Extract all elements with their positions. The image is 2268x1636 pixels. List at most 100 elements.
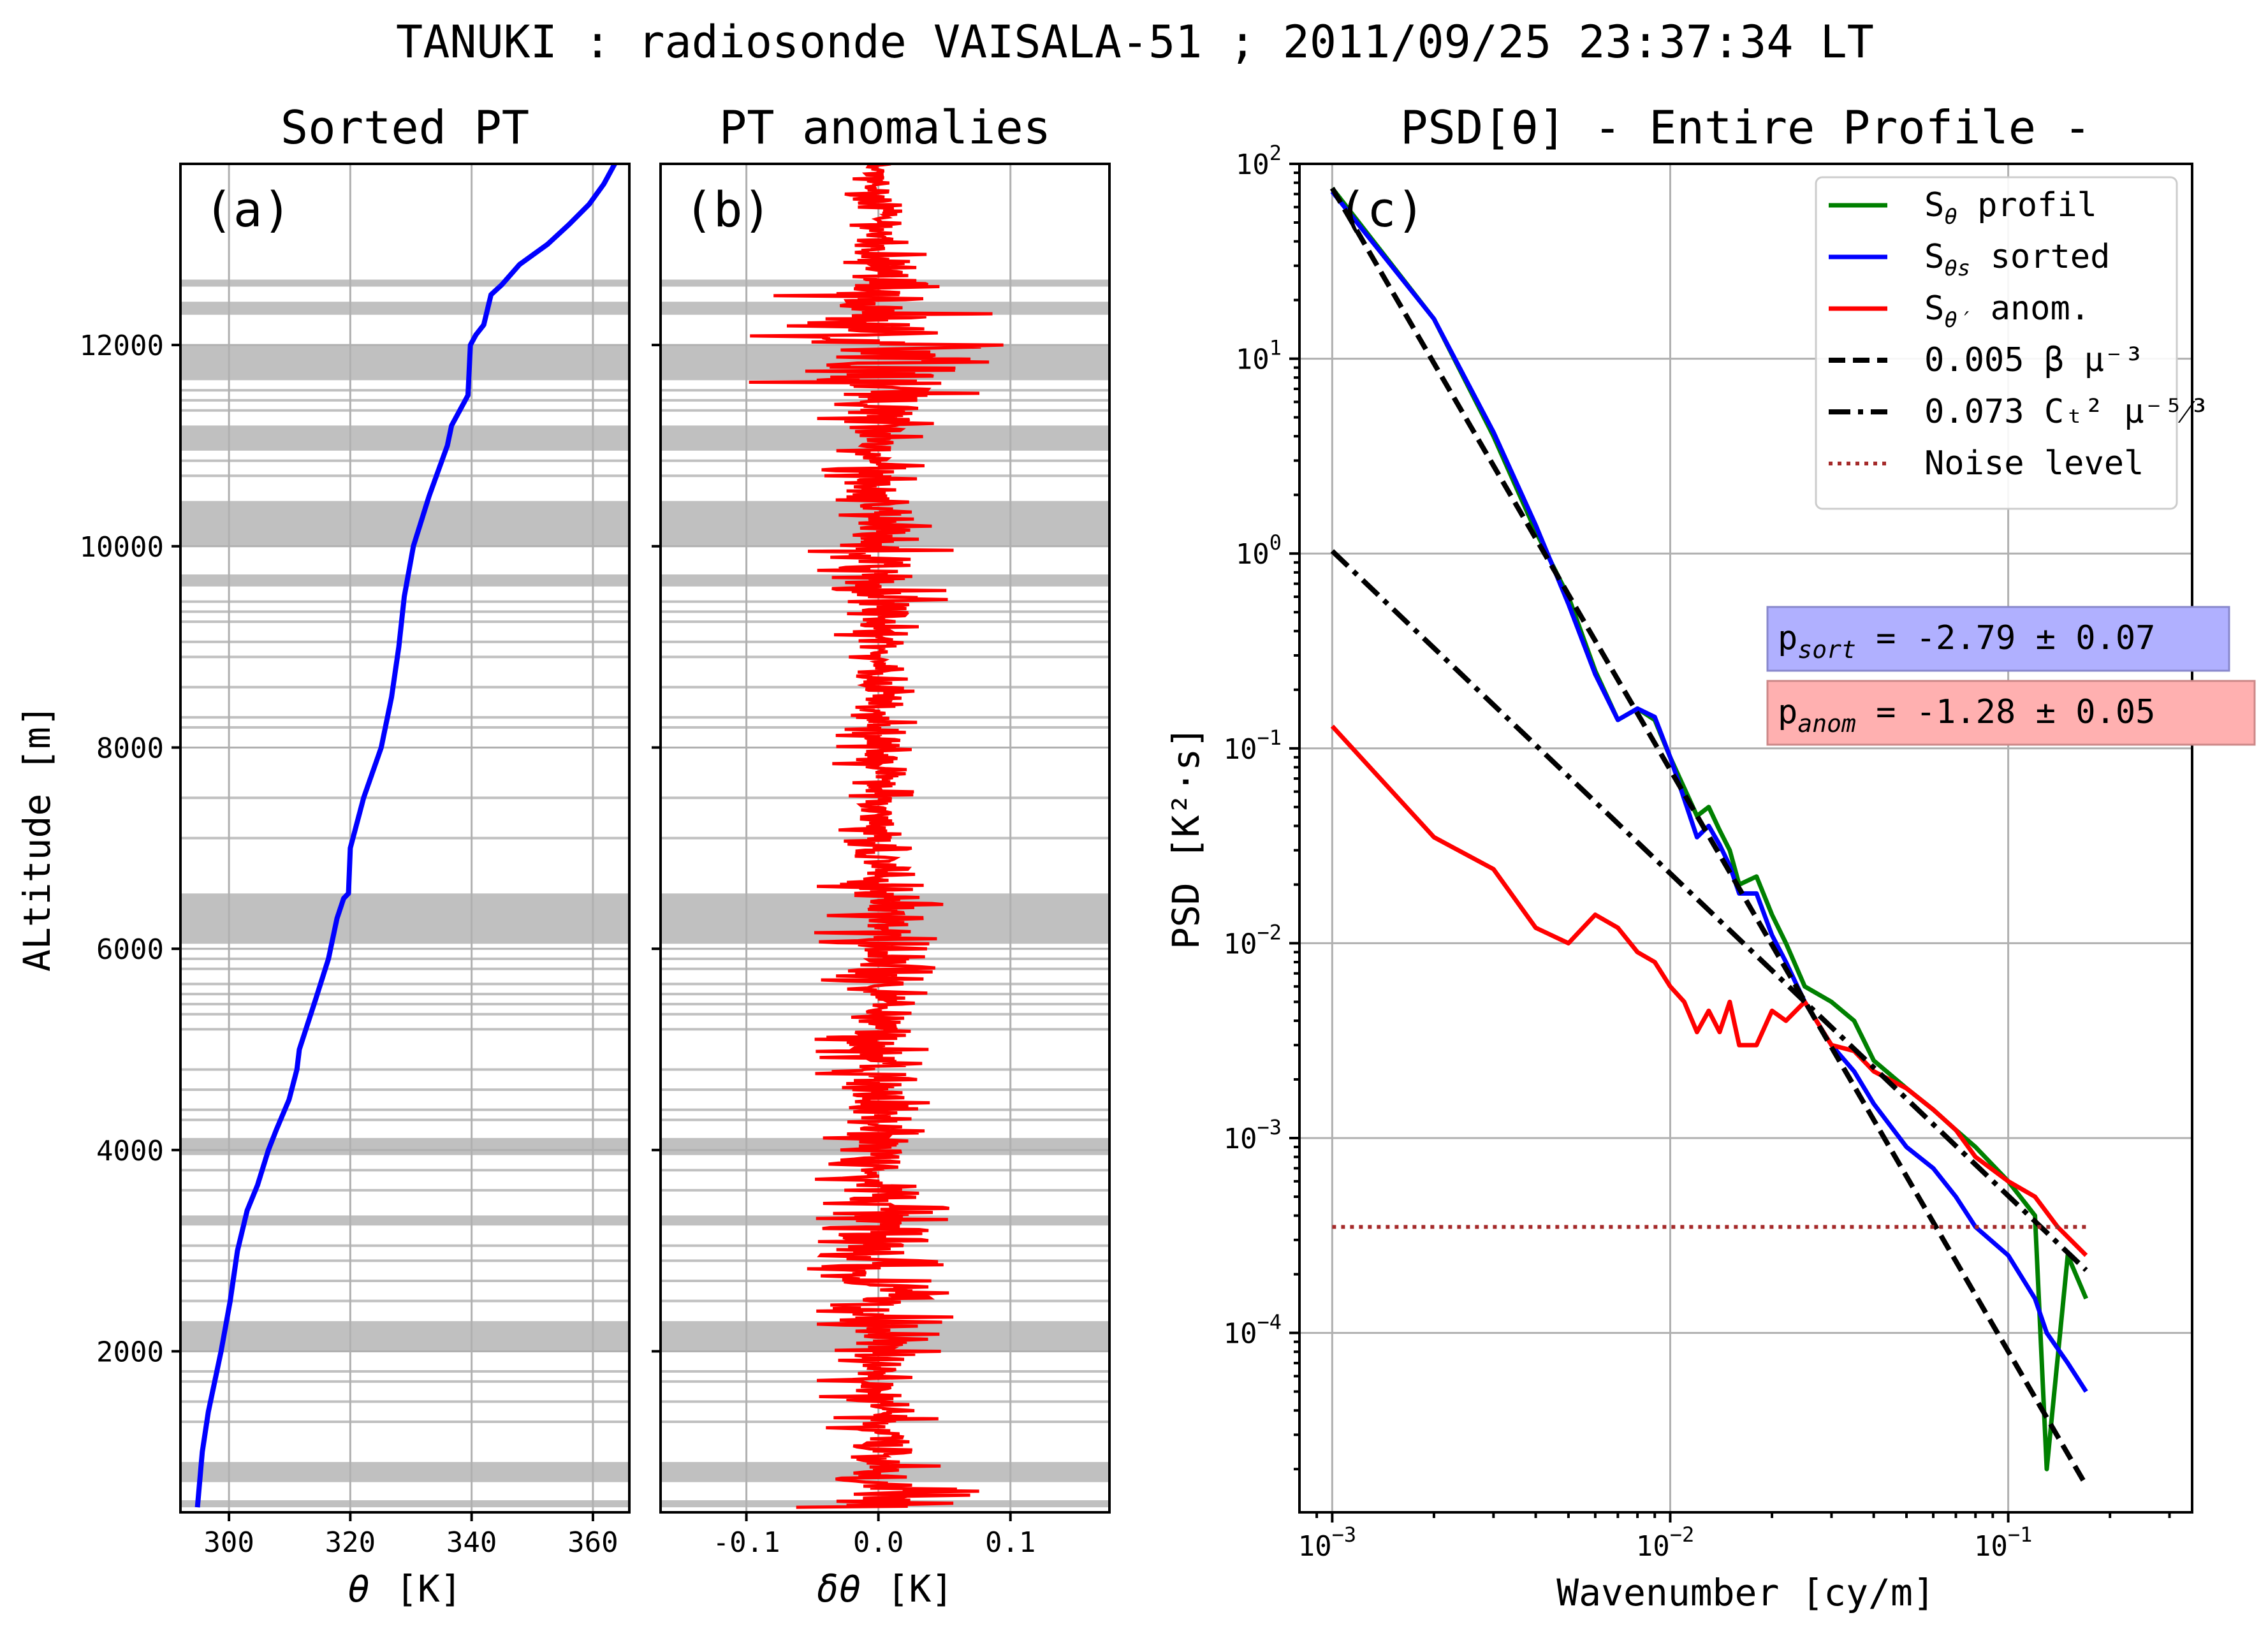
slope-p: p — [1778, 619, 1797, 657]
shaded-layer — [180, 1500, 629, 1508]
legend-sub: θ — [1944, 204, 1957, 230]
tick-exponent: −1 — [2008, 1523, 2033, 1547]
xlabel-unit: [K] — [395, 1567, 462, 1610]
panel-c-xlabel: Wavenumber [cy/m] — [1556, 1571, 1935, 1614]
shaded-layer — [180, 1462, 629, 1482]
tick-exponent: −2 — [1257, 920, 1282, 944]
slope-value: = -1.28 ± 0.05 — [1856, 693, 2156, 731]
slope-box-bg — [1766, 680, 2256, 746]
panel-b-label: (b) — [684, 181, 772, 238]
legend-label-beta: 0.005 β μ⁻³ — [1924, 341, 2144, 379]
panel-c-frame — [1298, 163, 2193, 1514]
shaded-layer — [180, 279, 629, 287]
y-tick-label: 10000 — [80, 531, 164, 564]
psd-anomaly-line — [1330, 724, 2088, 1257]
slope-box-sorted: psort = -2.79 ± 0.07 — [1766, 606, 2230, 672]
tick-base: 10 — [1223, 733, 1257, 766]
panel-c-ylabel: PSD [K²·s] — [1164, 726, 1208, 949]
y-tick-label: 8000 — [96, 732, 164, 764]
legend-main: S — [1924, 289, 1944, 328]
x-tick-label: 10−3 — [1298, 1523, 1357, 1563]
shaded-layer — [180, 345, 629, 381]
xlabel-symbol: δθ — [817, 1567, 861, 1610]
slope-sub: anom — [1797, 710, 1856, 738]
panel-b-frame — [659, 163, 1111, 1514]
legend-label-sorted: Sθs sorted — [1924, 238, 2110, 281]
panel-a-plot-area — [180, 164, 629, 1512]
y-tick-label: 2000 — [96, 1336, 164, 1368]
y-tick-label: 100 — [1236, 530, 1282, 571]
panel-a-xlabel: θ [K] — [348, 1567, 462, 1610]
legend-label-anomaly: Sθ′ anom. — [1924, 289, 2090, 333]
shaded-layer — [180, 893, 629, 944]
x-tick-label: 340 — [446, 1526, 497, 1559]
tick-base: 10 — [1236, 344, 1269, 376]
legend-main: S — [1924, 186, 1944, 224]
slope-box-anomaly: panom = -1.28 ± 0.05 — [1766, 680, 2256, 746]
slope-box-bg — [1766, 606, 2230, 672]
panel-b-title: PT anomalies — [719, 101, 1051, 154]
tick-exponent: −4 — [1257, 1310, 1282, 1334]
tick-exponent: −3 — [1332, 1523, 1357, 1547]
legend-box — [1815, 176, 2178, 510]
xlabel-unit: [K] — [887, 1567, 954, 1610]
y-tick-label: 101 — [1236, 336, 1282, 376]
slope-p: p — [1778, 693, 1797, 731]
x-tick-label: 300 — [203, 1526, 254, 1559]
shaded-layer — [180, 425, 629, 451]
ct2-fit-line — [1330, 549, 2088, 1273]
panel-a-ylabel: ALtitude [m] — [15, 705, 59, 972]
shaded-layer — [180, 1215, 629, 1226]
ylabel-psd: PSD — [1164, 882, 1208, 949]
legend-label-profile: Sθ profil — [1924, 186, 2097, 230]
legend-rest: sorted — [1970, 238, 2110, 276]
x-tick-label: 320 — [325, 1526, 376, 1559]
x-tick-label: 10−2 — [1636, 1523, 1695, 1563]
slope-sub: sort — [1797, 636, 1856, 664]
tick-base: 10 — [1974, 1530, 2008, 1563]
panel-a-label: (a) — [204, 181, 291, 238]
slope-text-sorted: psort = -2.79 ± 0.07 — [1778, 619, 2155, 664]
y-tick-label: 10−1 — [1223, 726, 1282, 766]
slope-text-anomaly: panom = -1.28 ± 0.05 — [1778, 693, 2155, 738]
figure-suptitle: TANUKI : radiosonde VAISALA-51 ; 2011/09… — [396, 16, 1874, 68]
tick-base: 10 — [1236, 149, 1269, 181]
tick-exponent: −1 — [1257, 726, 1282, 750]
tick-base: 10 — [1298, 1530, 1332, 1563]
panel-a-title: Sorted PT — [281, 101, 529, 154]
legend-sub: θs — [1944, 256, 1970, 281]
tick-exponent: 2 — [1269, 141, 1282, 165]
legend-sub: θ′ — [1944, 307, 1970, 333]
panel-b-xlabel: δθ [K] — [817, 1567, 954, 1610]
y-tick-label: 10−4 — [1223, 1310, 1282, 1350]
panel-a: 300 320 340 360 2000 4000 6000 8000 10000 12000 So… — [15, 101, 631, 1610]
tick-base: 10 — [1223, 1318, 1257, 1350]
x-tick-label: 360 — [567, 1526, 618, 1559]
shaded-layer — [180, 500, 629, 546]
shaded-layer — [180, 1321, 629, 1352]
y-tick-label: 10−2 — [1223, 920, 1282, 960]
pt-anomaly-line — [749, 164, 1004, 1509]
tick-exponent: −2 — [1670, 1523, 1695, 1547]
x-tick-label: 0.1 — [985, 1526, 1035, 1559]
y-tick-label: 6000 — [96, 933, 164, 966]
y-tick-label: 12000 — [80, 330, 164, 362]
legend-rest: anom. — [1970, 289, 2090, 328]
tick-exponent: 1 — [1269, 336, 1282, 360]
beta-fit-line — [1329, 187, 2089, 1487]
panel-b-plot-area — [661, 164, 1109, 1512]
legend-rest: profil — [1957, 186, 2097, 224]
x-tick-label: 0.0 — [853, 1526, 904, 1559]
y-tick-label: 102 — [1236, 141, 1282, 181]
tick-exponent: 0 — [1269, 530, 1282, 555]
panel-a-frame — [179, 163, 631, 1514]
legend-main: S — [1924, 238, 1944, 276]
panel-b: -0.1 0.0 0.1 PT anomalies (b) δθ [K] — [652, 101, 1111, 1610]
tick-base: 10 — [1223, 928, 1257, 960]
shaded-layer — [180, 302, 629, 315]
tick-base: 10 — [1236, 538, 1269, 571]
panel-c-label: (c) — [1338, 181, 1425, 238]
tick-exponent: −3 — [1257, 1115, 1282, 1139]
